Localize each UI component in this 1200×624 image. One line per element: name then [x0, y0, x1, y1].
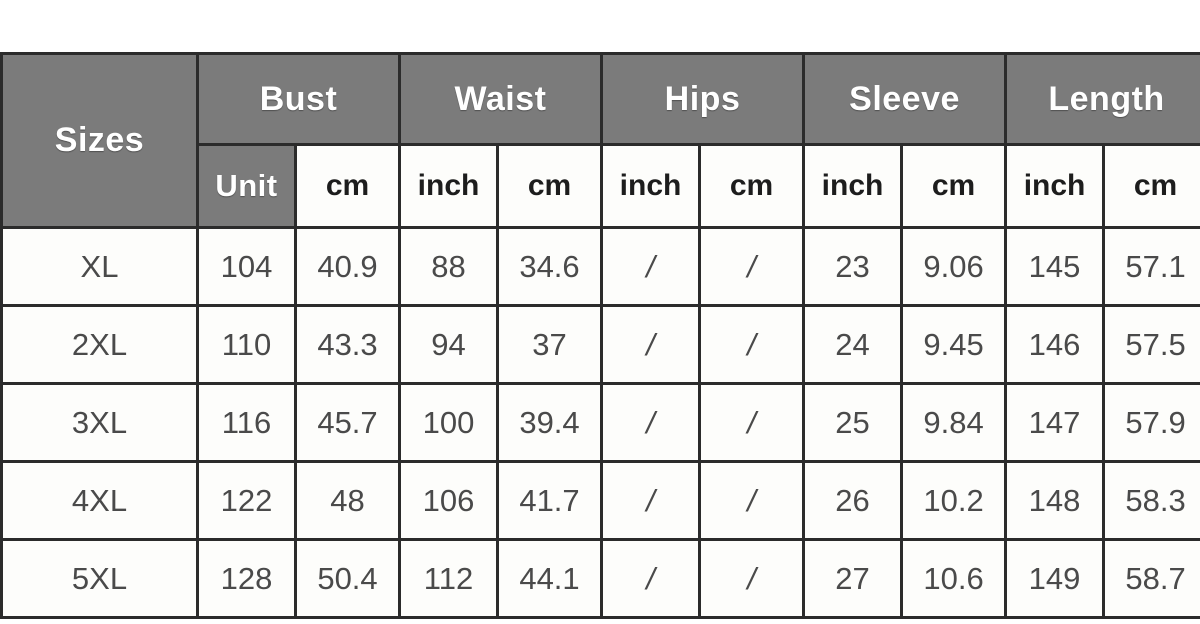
size-chart-table: Sizes Bust Waist Hips Sleeve Length Unit…	[0, 52, 1200, 619]
group-header-hips: Hips	[600, 52, 806, 146]
cell-bust-cm: 128	[196, 538, 297, 619]
cell-bust-cm: 110	[196, 304, 297, 385]
table-row: 4XL 122 48 106 41.7 / / 26 10.2 148 58.3	[0, 460, 1200, 541]
cell-waist-cm: 112	[398, 538, 499, 619]
cell-bust-inch: 50.4	[294, 538, 401, 619]
cell-waist-inch: 39.4	[495, 382, 604, 463]
cell-hips-cm: /	[600, 538, 702, 619]
cell-sleeve-inch: 9.06	[900, 226, 1008, 307]
size-chart-container: Sizes Bust Waist Hips Sleeve Length Unit…	[0, 52, 1200, 619]
cell-waist-inch: 34.6	[495, 226, 604, 307]
cell-length-cm: 147	[1004, 382, 1106, 463]
table-row: 5XL 128 50.4 112 44.1 / / 27 10.6 149 58…	[0, 538, 1200, 619]
cell-hips-cm: /	[600, 304, 702, 385]
size-chart-head: Sizes Bust Waist Hips Sleeve Length Unit…	[0, 52, 1200, 229]
cell-hips-inch: /	[698, 460, 806, 541]
unit-bust-inch: inch	[398, 143, 499, 229]
cell-size: 2XL	[0, 304, 199, 385]
cell-waist-cm: 100	[398, 382, 499, 463]
cell-length-cm: 149	[1004, 538, 1106, 619]
cell-length-cm: 148	[1004, 460, 1106, 541]
cell-size: 3XL	[0, 382, 199, 463]
cell-waist-cm: 88	[398, 226, 499, 307]
table-row: XL 104 40.9 88 34.6 / / 23 9.06 145 57.1	[0, 226, 1200, 307]
unit-label: Unit	[196, 143, 297, 229]
group-header-sizes: Sizes	[0, 52, 199, 229]
unit-length-cm: cm	[1102, 143, 1200, 229]
group-header-bust: Bust	[196, 52, 401, 146]
cell-length-inch: 57.1	[1102, 226, 1200, 307]
cell-length-inch: 57.5	[1102, 304, 1200, 385]
cell-bust-cm: 104	[196, 226, 297, 307]
size-chart-body: XL 104 40.9 88 34.6 / / 23 9.06 145 57.1…	[0, 226, 1200, 619]
cell-bust-inch: 43.3	[294, 304, 401, 385]
unit-sleeve-cm: cm	[900, 143, 1008, 229]
cell-length-cm: 146	[1004, 304, 1106, 385]
unit-waist-inch: inch	[600, 143, 702, 229]
cell-bust-cm: 122	[196, 460, 297, 541]
cell-waist-cm: 106	[398, 460, 499, 541]
cell-hips-inch: /	[698, 382, 806, 463]
cell-sleeve-cm: 27	[802, 538, 904, 619]
cell-length-inch: 57.9	[1102, 382, 1200, 463]
cell-bust-inch: 40.9	[294, 226, 401, 307]
unit-sleeve-inch: inch	[1004, 143, 1106, 229]
group-header-row: Sizes Bust Waist Hips Sleeve Length	[0, 52, 1200, 229]
cell-sleeve-inch: 9.84	[900, 382, 1008, 463]
cell-waist-inch: 41.7	[495, 460, 604, 541]
unit-hips-cm: cm	[698, 143, 806, 229]
cell-hips-inch: /	[698, 304, 806, 385]
unit-waist-cm: cm	[495, 143, 604, 229]
unit-bust-cm: cm	[294, 143, 401, 229]
cell-sleeve-cm: 24	[802, 304, 904, 385]
cell-bust-cm: 116	[196, 382, 297, 463]
cell-hips-cm: /	[600, 460, 702, 541]
cell-sleeve-cm: 23	[802, 226, 904, 307]
cell-waist-inch: 44.1	[495, 538, 604, 619]
unit-hips-inch: inch	[802, 143, 904, 229]
cell-length-cm: 145	[1004, 226, 1106, 307]
cell-sleeve-inch: 9.45	[900, 304, 1008, 385]
cell-bust-inch: 48	[294, 460, 401, 541]
cell-waist-cm: 94	[398, 304, 499, 385]
cell-sleeve-inch: 10.6	[900, 538, 1008, 619]
cell-hips-inch: /	[698, 538, 806, 619]
cell-size: 5XL	[0, 538, 199, 619]
group-header-waist: Waist	[397, 52, 604, 146]
cell-length-inch: 58.3	[1102, 460, 1200, 541]
unit-row: Unit cm inch cm inch cm inch cm inch cm …	[2, 143, 1200, 229]
cell-bust-inch: 45.7	[294, 382, 401, 463]
group-header-sleeve: Sleeve	[802, 52, 1008, 146]
cell-size: 4XL	[0, 460, 199, 541]
cell-sleeve-cm: 25	[802, 382, 904, 463]
table-row: 3XL 116 45.7 100 39.4 / / 25 9.84 147 57…	[0, 382, 1200, 463]
cell-waist-inch: 37	[495, 304, 604, 385]
group-header-length: Length	[1004, 52, 1200, 146]
cell-sleeve-inch: 10.2	[900, 460, 1008, 541]
cell-sleeve-cm: 26	[802, 460, 904, 541]
cell-hips-cm: /	[600, 226, 702, 307]
table-row: 2XL 110 43.3 94 37 / / 24 9.45 146 57.5	[0, 304, 1200, 385]
cell-length-inch: 58.7	[1102, 538, 1200, 619]
cell-size: XL	[0, 226, 199, 307]
cell-hips-cm: /	[600, 382, 702, 463]
cell-hips-inch: /	[698, 226, 806, 307]
